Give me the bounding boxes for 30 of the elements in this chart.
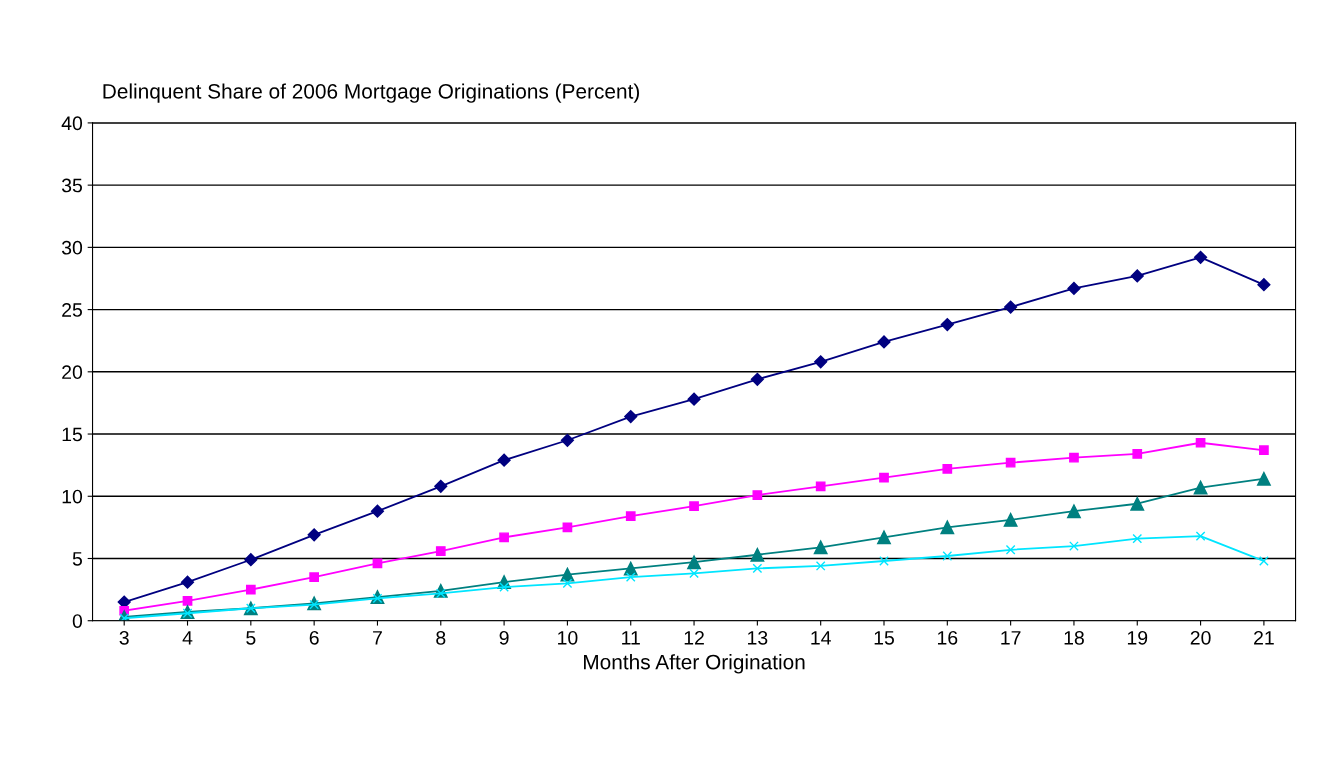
y-tick-label: 10: [62, 489, 83, 504]
y-tick-label: 20: [62, 365, 83, 380]
chart-title: Delinquent Share of 2006 Mortgage Originations (Percent): [103, 83, 639, 103]
x-axis-title: Months After Origination: [584, 654, 805, 674]
x-tick-label: 8: [436, 630, 446, 645]
x-tick-label: 9: [499, 630, 509, 645]
x-tick-label: 4: [182, 631, 193, 645]
x-tick-label: 7: [373, 631, 382, 645]
x-tick-label: 14: [811, 631, 831, 645]
x-tick-label: 16: [937, 630, 958, 645]
x-tick-label: 6: [309, 630, 319, 645]
x-tick-label: 11: [622, 631, 640, 645]
x-tick-label: 5: [246, 631, 256, 645]
y-tick-label: 15: [62, 427, 82, 442]
x-tick-label: 12: [684, 630, 704, 645]
x-tick-label: 20: [1190, 630, 1211, 645]
y-tick-label: 5: [72, 552, 82, 566]
x-tick-label: 19: [1127, 630, 1148, 645]
x-tick-label: 3: [119, 630, 129, 645]
y-tick-label: 35: [61, 178, 82, 193]
x-tick-label: 15: [874, 631, 894, 645]
x-tick-label: 13: [748, 630, 768, 645]
x-tick-label: 18: [1064, 630, 1084, 645]
y-tick-label: 40: [61, 116, 83, 131]
x-tick-label: 17: [1001, 631, 1021, 645]
x-tick-label: 21: [1254, 630, 1274, 645]
y-tick-label: 0: [72, 614, 83, 628]
y-tick-label: 25: [62, 303, 82, 317]
x-tick-label: 10: [558, 630, 578, 645]
y-tick-label: 30: [61, 240, 83, 255]
